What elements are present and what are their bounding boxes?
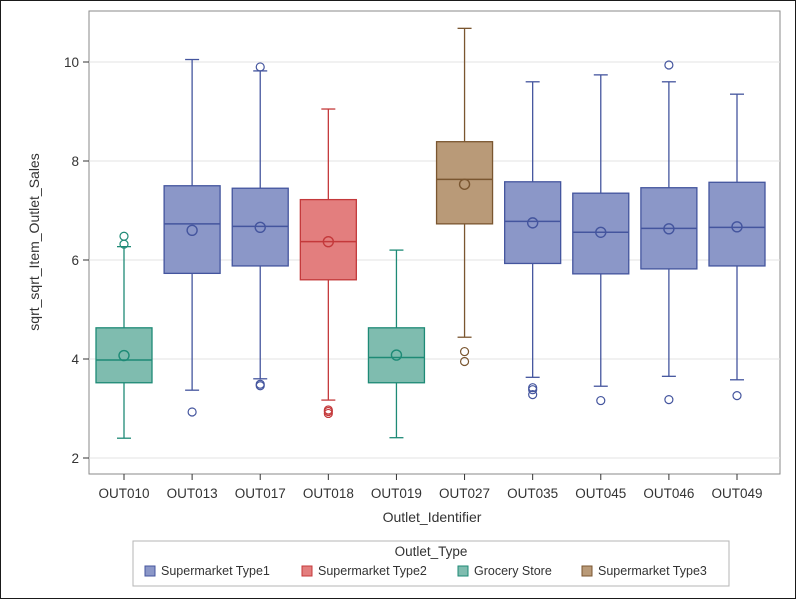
legend-swatch <box>301 565 313 577</box>
x-tick-label: OUT017 <box>235 486 286 501</box>
mean-marker <box>663 223 675 235</box>
y-tick-label: 10 <box>64 55 79 70</box>
box-out017 <box>231 62 289 391</box>
iqr-box <box>435 141 494 225</box>
x-tick-label: OUT046 <box>643 486 694 501</box>
y-tick-label: 4 <box>71 352 79 367</box>
legend-box <box>132 540 730 587</box>
outlier-point <box>596 395 606 406</box>
legend-label: Supermarket Type3 <box>598 564 707 578</box>
outlier-point <box>187 407 197 417</box>
x-tick-label: OUT019 <box>371 486 422 501</box>
outlier-point <box>255 379 265 389</box>
mean-marker <box>595 226 607 238</box>
mean-marker <box>118 349 130 362</box>
legend-label: Supermarket Type1 <box>161 564 270 578</box>
legend: Outlet_Type Supermarket Type1 Supermarket… <box>132 540 730 587</box>
outlier-point <box>528 383 538 393</box>
mean-marker <box>186 224 198 237</box>
legend-item: Supermarket Type2 <box>301 564 427 578</box>
iqr-box <box>163 185 221 275</box>
mean-marker <box>731 221 743 233</box>
iqr-box <box>299 198 357 281</box>
outlier-point <box>664 394 674 405</box>
legend-swatch <box>581 565 593 577</box>
mean-marker <box>526 217 539 229</box>
outlier-point <box>732 391 742 401</box>
outlier-point <box>255 62 265 72</box>
box-out045 <box>572 74 630 406</box>
x-axis-label: Outlet_Identifier <box>383 509 482 525</box>
legend-items: Supermarket Type1 Supermarket Type2 Grocer… <box>144 564 707 578</box>
iqr-box <box>572 192 630 275</box>
x-tick-label: OUT035 <box>507 486 558 501</box>
iqr-box <box>95 327 153 384</box>
outlier-point <box>323 405 333 415</box>
outlier-point <box>459 356 470 367</box>
mean-marker <box>322 235 335 248</box>
mean-marker <box>390 349 403 361</box>
y-tick-label: 8 <box>71 154 79 169</box>
legend-label: Grocery Store <box>474 564 552 578</box>
iqr-box <box>708 181 766 267</box>
y-axis-label: sqrt_sqrt_Item_Outlet_Sales <box>26 153 42 330</box>
box-out035 <box>504 81 562 400</box>
x-axis: OUT010 OUT013 OUT017 OUT018 OUT019 OUT027 OUT0… <box>98 474 763 501</box>
outlier-point <box>119 231 129 241</box>
box-out010 <box>95 231 153 439</box>
box-out049 <box>708 93 766 401</box>
mean-marker <box>254 221 266 234</box>
box-out018 <box>299 108 357 419</box>
x-tick-label: OUT045 <box>575 486 626 501</box>
box-out019 <box>367 249 426 439</box>
box-out013 <box>163 58 221 417</box>
x-tick-label: OUT018 <box>303 486 354 501</box>
y-tick-label: 6 <box>71 253 79 268</box>
iqr-box <box>367 327 426 384</box>
y-tick-label: 2 <box>71 451 79 466</box>
legend-item: Grocery Store <box>457 564 552 578</box>
box-series <box>95 27 766 439</box>
y-axis: 2 4 6 8 10 <box>64 55 89 466</box>
legend-label: Supermarket Type2 <box>318 564 427 578</box>
outlier-point <box>459 346 470 357</box>
x-tick-label: OUT013 <box>167 486 218 501</box>
x-tick-label: OUT049 <box>711 486 762 501</box>
x-tick-label: OUT010 <box>98 486 149 501</box>
iqr-box <box>504 181 562 265</box>
legend-item: Supermarket Type3 <box>581 564 707 578</box>
outlier-point <box>664 60 674 70</box>
mean-marker <box>458 178 471 190</box>
legend-swatch <box>144 565 156 577</box>
x-tick-label: OUT027 <box>439 486 490 501</box>
box-out027 <box>435 27 494 367</box>
legend-swatch <box>457 565 469 577</box>
legend-title: Outlet_Type <box>395 544 468 559</box>
legend-item: Supermarket Type1 <box>144 564 270 578</box>
box-out046 <box>640 60 698 405</box>
outlier-point <box>528 390 538 400</box>
